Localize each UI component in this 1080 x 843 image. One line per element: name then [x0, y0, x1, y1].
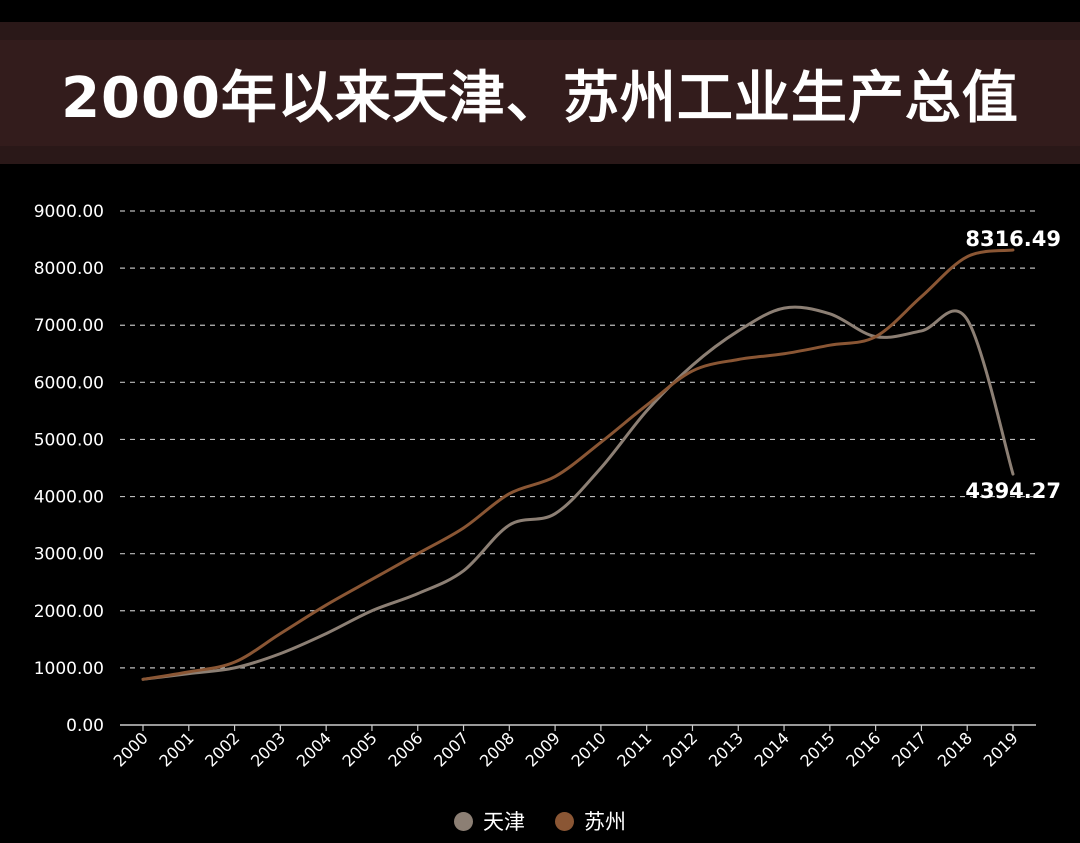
legend-item-tianjin[interactable]: 天津: [454, 806, 525, 836]
y-tick-label: 1000.00: [34, 659, 104, 679]
legend-label-suzhou: 苏州: [584, 810, 626, 834]
line-chart: 0.00 1000.00 2000.00 3000.00 4000.00 5000.00 6…: [34, 202, 1061, 771]
x-tick-label: 2019: [980, 728, 1022, 770]
x-tick-label: 2017: [888, 728, 930, 770]
title-bar: 2000年以来天津、苏州工业生产总值: [0, 40, 1080, 146]
y-tick-label: 3000.00: [34, 545, 104, 565]
series-line-tianjin: [141, 305, 1015, 681]
x-tick-label: 2005: [339, 728, 381, 770]
x-tick-label: 2000: [110, 728, 152, 770]
x-tick-label: 2002: [201, 728, 243, 770]
y-tick-label: 7000.00: [34, 316, 104, 336]
x-tick-label: 2001: [155, 728, 197, 770]
x-tick-label: 2006: [384, 728, 426, 770]
chart-title: 2000年以来天津、苏州工业生产总值: [61, 65, 1019, 131]
y-tick-label: 9000.00: [34, 202, 104, 222]
end-value-label-suzhou: 8316.49: [965, 227, 1061, 251]
title-band: 2000年以来天津、苏州工业生产总值: [0, 22, 1080, 164]
y-tick-label: 4000.00: [34, 488, 104, 508]
y-tick-label: 2000.00: [34, 602, 104, 622]
x-tick-label: 2009: [522, 728, 564, 770]
legend-label-tianjin: 天津: [483, 810, 525, 834]
legend-marker-tianjin: [454, 811, 473, 831]
series-line-suzhou: [141, 248, 1015, 681]
x-tick-label: 2018: [934, 728, 976, 770]
x-tick-label: 2008: [476, 728, 518, 770]
y-tick-label: 0.00: [66, 716, 104, 736]
x-tick-label: 2012: [659, 728, 701, 770]
x-tick-label: 2016: [842, 728, 884, 770]
x-tick-label: 2003: [247, 728, 289, 770]
y-tick-label: 6000.00: [34, 373, 104, 393]
x-tick-label: 2004: [293, 728, 335, 770]
x-tick-label: 2013: [705, 728, 747, 770]
y-tick-label: 8000.00: [34, 259, 104, 279]
x-tick-label: 2011: [613, 728, 655, 770]
x-tick-label: 2007: [430, 728, 472, 770]
x-tick-label: 2010: [567, 728, 609, 770]
x-tick-label: 2014: [751, 728, 793, 770]
legend-item-suzhou[interactable]: 苏州: [555, 806, 626, 836]
legend-marker-suzhou: [555, 811, 574, 831]
end-value-label-tianjin: 4394.27: [965, 479, 1061, 503]
x-tick-label: 2015: [796, 728, 838, 770]
legend: 天津 苏州: [0, 806, 1080, 836]
y-tick-label: 5000.00: [34, 430, 104, 450]
